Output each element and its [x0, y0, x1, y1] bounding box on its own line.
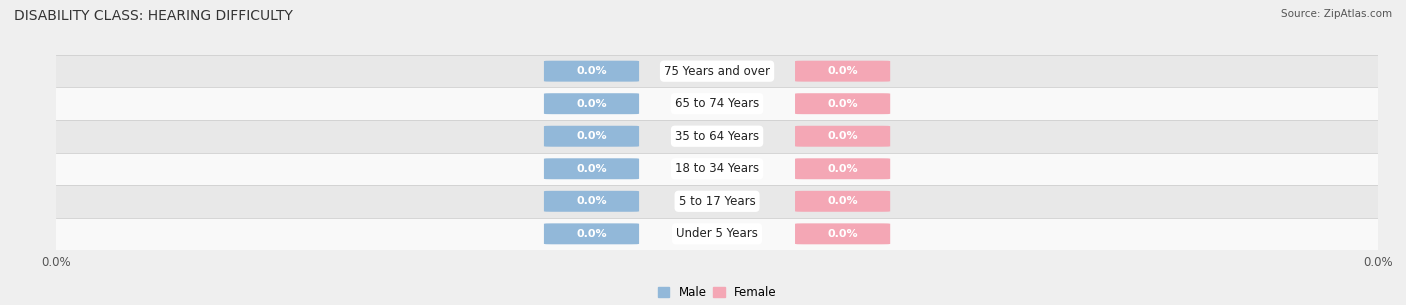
FancyBboxPatch shape [794, 61, 890, 82]
Bar [56, 88, 1378, 120]
Text: 75 Years and over: 75 Years and over [664, 65, 770, 78]
Text: 35 to 64 Years: 35 to 64 Years [675, 130, 759, 143]
Text: 0.0%: 0.0% [576, 131, 607, 141]
FancyBboxPatch shape [794, 93, 890, 114]
Text: 0.0%: 0.0% [576, 164, 607, 174]
Bar [56, 152, 1378, 185]
FancyBboxPatch shape [544, 93, 640, 114]
Text: 0.0%: 0.0% [827, 99, 858, 109]
FancyBboxPatch shape [544, 191, 640, 212]
FancyBboxPatch shape [794, 158, 890, 179]
FancyBboxPatch shape [544, 223, 640, 244]
Text: 5 to 17 Years: 5 to 17 Years [679, 195, 755, 208]
Text: 0.0%: 0.0% [827, 131, 858, 141]
FancyBboxPatch shape [544, 158, 640, 179]
Bar [56, 217, 1378, 250]
FancyBboxPatch shape [794, 191, 890, 212]
Text: Source: ZipAtlas.com: Source: ZipAtlas.com [1281, 9, 1392, 19]
Bar [56, 120, 1378, 152]
FancyBboxPatch shape [544, 126, 640, 147]
FancyBboxPatch shape [794, 126, 890, 147]
FancyBboxPatch shape [794, 223, 890, 244]
Bar [56, 55, 1378, 88]
Text: 18 to 34 Years: 18 to 34 Years [675, 162, 759, 175]
Text: Under 5 Years: Under 5 Years [676, 227, 758, 240]
Text: 0.0%: 0.0% [576, 99, 607, 109]
FancyBboxPatch shape [544, 61, 640, 82]
Text: DISABILITY CLASS: HEARING DIFFICULTY: DISABILITY CLASS: HEARING DIFFICULTY [14, 9, 292, 23]
Text: 0.0%: 0.0% [576, 66, 607, 76]
Text: 0.0%: 0.0% [576, 196, 607, 206]
Bar [56, 185, 1378, 217]
Text: 0.0%: 0.0% [576, 229, 607, 239]
Text: 0.0%: 0.0% [827, 196, 858, 206]
Text: 65 to 74 Years: 65 to 74 Years [675, 97, 759, 110]
Text: 0.0%: 0.0% [827, 66, 858, 76]
Text: 0.0%: 0.0% [827, 164, 858, 174]
Text: 0.0%: 0.0% [827, 229, 858, 239]
Legend: Male, Female: Male, Female [658, 286, 776, 299]
